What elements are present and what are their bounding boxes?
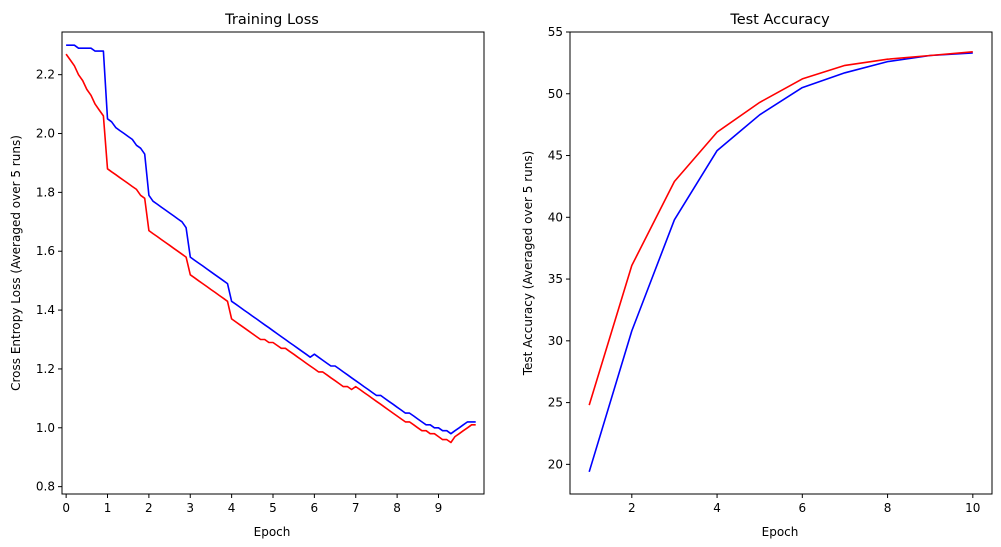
y-tick-label: 0.8	[36, 480, 55, 494]
x-tick-label: 9	[435, 501, 443, 515]
y-axis-label: Cross Entropy Loss (Averaged over 5 runs…	[9, 135, 23, 391]
series-line-blue-run	[588, 52, 973, 473]
x-tick-label: 6	[311, 501, 319, 515]
x-tick-label: 1	[104, 501, 112, 515]
y-tick-label: 2.2	[36, 68, 55, 82]
plot-frame	[61, 31, 485, 495]
y-tick-label: 20	[548, 457, 563, 471]
plot-frame	[569, 31, 993, 495]
test-accuracy-panel: Test Accuracy 2 4 6 8 10 20 25 30 35 40 45 50 55 Ep…	[521, 12, 993, 539]
series-line-red-run	[588, 51, 973, 406]
y-tick-label: 35	[548, 272, 563, 286]
series-lines	[588, 51, 973, 473]
x-axis-ticks: 0 1 2 3 4 5 6 7 8 9	[62, 494, 442, 515]
y-axis-label: Test Accuracy (Averaged over 5 runs)	[521, 151, 535, 377]
x-axis-ticks: 2 4 6 8 10	[628, 494, 980, 515]
x-tick-label: 3	[186, 501, 194, 515]
x-tick-label: 8	[884, 501, 892, 515]
x-tick-label: 7	[352, 501, 360, 515]
chart-title: Training Loss	[224, 12, 319, 28]
y-tick-label: 55	[548, 25, 563, 39]
x-tick-label: 2	[145, 501, 153, 515]
x-tick-label: 10	[965, 501, 980, 515]
series-line-red-run	[65, 53, 476, 444]
x-tick-label: 2	[628, 501, 636, 515]
series-line-blue-run	[66, 44, 476, 435]
series-lines	[65, 44, 476, 444]
x-axis-label: Epoch	[762, 525, 799, 539]
y-axis-ticks: 20 25 30 35 40 45 50 55	[548, 25, 570, 471]
y-axis-ticks: 0.8 1.0 1.2 1.4 1.6 1.8 2.0 2.2	[36, 68, 62, 494]
y-tick-label: 1.4	[36, 303, 55, 317]
x-axis-label: Epoch	[254, 525, 291, 539]
y-tick-label: 1.2	[36, 362, 55, 376]
chart-title: Test Accuracy	[729, 12, 830, 28]
x-tick-label: 6	[798, 501, 806, 515]
y-tick-label: 25	[548, 396, 563, 410]
y-tick-label: 40	[548, 210, 563, 224]
x-tick-label: 0	[62, 501, 70, 515]
y-tick-label: 30	[548, 334, 563, 348]
x-tick-label: 4	[713, 501, 721, 515]
y-tick-label: 50	[548, 87, 563, 101]
y-tick-label: 2.0	[36, 127, 55, 141]
x-tick-label: 8	[393, 501, 401, 515]
y-tick-label: 1.0	[36, 421, 55, 435]
y-tick-label: 1.8	[36, 185, 55, 199]
y-tick-label: 1.6	[36, 244, 55, 258]
y-tick-label: 45	[548, 149, 563, 163]
training-loss-panel: Training Loss 0 1 2 3 4 5 6 7 8 9 0.8 1.0 1.2 1.4 1.6…	[9, 12, 485, 539]
x-tick-label: 4	[228, 501, 236, 515]
x-tick-label: 5	[269, 501, 277, 515]
